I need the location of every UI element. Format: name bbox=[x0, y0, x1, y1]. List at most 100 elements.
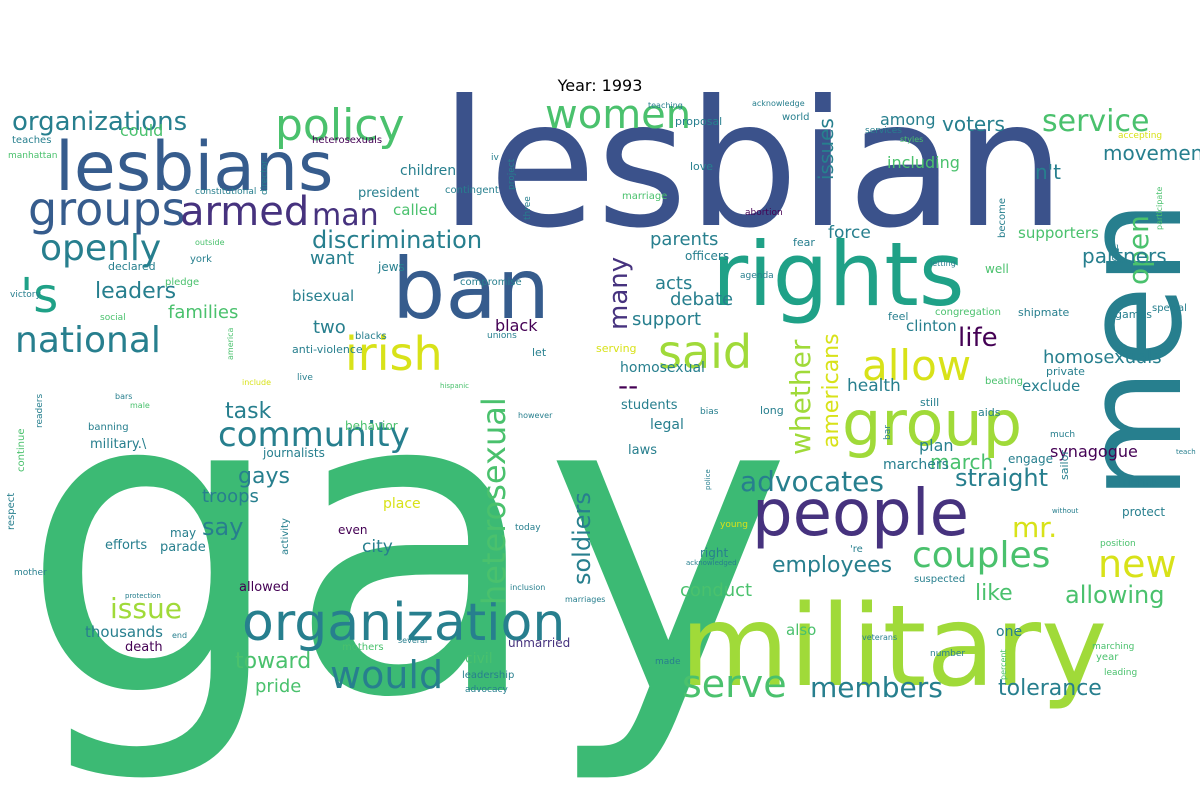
word-people: people bbox=[752, 477, 969, 551]
word-congregation: congregation bbox=[935, 307, 1001, 318]
word-support: support bbox=[632, 309, 701, 330]
word-debate: debate bbox=[670, 289, 733, 310]
word-group: group bbox=[842, 387, 1022, 460]
word-irish: irish bbox=[345, 327, 443, 381]
word-marriage: marriage bbox=[622, 191, 667, 202]
word-project: project bbox=[507, 158, 517, 190]
word-end: end bbox=[172, 631, 187, 640]
word-s: 's bbox=[20, 268, 58, 324]
word-friends: friends bbox=[1118, 475, 1159, 489]
word-services: services bbox=[865, 126, 902, 136]
word-teaching: teaching bbox=[648, 101, 683, 110]
word-march: march bbox=[930, 450, 993, 474]
word-also: also bbox=[786, 621, 816, 639]
word-shipmate: shipmate bbox=[1018, 306, 1070, 319]
word-allow: allow bbox=[862, 341, 971, 390]
word-military: military.\ bbox=[90, 437, 147, 452]
word-two: two bbox=[313, 317, 346, 338]
word-acknowledge: acknowledge bbox=[752, 99, 805, 108]
word-say: say bbox=[202, 513, 243, 541]
word-fear: fear bbox=[793, 236, 815, 249]
word-long: long bbox=[760, 404, 784, 417]
word-couples: couples bbox=[912, 535, 1050, 576]
word-place: place bbox=[383, 496, 421, 512]
word-children: children bbox=[400, 163, 456, 179]
word-feel: feel bbox=[888, 310, 908, 323]
word-laws: laws bbox=[628, 443, 657, 458]
word-manhattan: manhattan bbox=[8, 151, 57, 161]
word-activity: activity bbox=[280, 518, 291, 555]
word-declared: declared bbox=[108, 260, 156, 273]
word-allowed: allowed bbox=[239, 580, 289, 595]
word-members: members bbox=[810, 671, 943, 704]
word-proposal: proposal bbox=[675, 115, 722, 128]
word-teaches: teaches bbox=[12, 135, 51, 146]
word-armed: armed bbox=[180, 189, 309, 235]
word-americans: americans bbox=[819, 333, 844, 448]
word-organizations: organizations bbox=[12, 107, 187, 137]
word-unmarried: unmarried bbox=[508, 636, 570, 650]
word-position: position bbox=[1100, 539, 1136, 549]
word-abortion: abortion bbox=[745, 208, 783, 218]
word-sailor: sailor bbox=[1058, 450, 1071, 480]
word-pride: pride bbox=[255, 676, 301, 697]
word-number: number bbox=[930, 649, 965, 659]
word-would: would bbox=[330, 653, 443, 697]
word-world: world bbox=[782, 112, 810, 123]
word-accepting: accepting bbox=[1118, 131, 1162, 141]
word-include: include bbox=[242, 378, 271, 387]
word-blacks: blacks bbox=[355, 331, 387, 342]
word-acknowledged: acknowledged bbox=[686, 559, 737, 567]
word-heterosexuals: heterosexuals bbox=[312, 135, 382, 146]
word-letting: letting bbox=[930, 259, 956, 268]
word-including: including bbox=[887, 153, 960, 172]
word-york: york bbox=[190, 254, 212, 265]
word-serve: serve bbox=[682, 662, 787, 706]
word-iv: iv bbox=[491, 153, 500, 163]
word-called: called bbox=[393, 201, 438, 219]
word-soldiers: soldiers bbox=[568, 492, 596, 585]
word-bar: bar bbox=[883, 425, 893, 440]
word-marching: marching bbox=[1092, 642, 1134, 652]
word-unions: unions bbox=[487, 331, 517, 341]
word-director: director bbox=[260, 160, 270, 195]
word-participate: participate bbox=[1155, 187, 1164, 230]
word-national: national bbox=[15, 320, 161, 361]
word-anti-violence: anti-violence bbox=[292, 343, 363, 356]
word-voters: voters bbox=[942, 112, 1005, 136]
word-banning: banning bbox=[88, 422, 129, 433]
word-protect: protect bbox=[1122, 505, 1165, 519]
word-without: without bbox=[1052, 507, 1079, 515]
word-outside: outside bbox=[195, 238, 225, 247]
word-readers: readers bbox=[35, 393, 45, 428]
figure-title: Year: 1993 bbox=[557, 76, 643, 95]
word-whether: whether bbox=[784, 339, 817, 455]
word-suspected: suspected bbox=[914, 574, 965, 585]
word-force: force bbox=[828, 223, 871, 243]
word-man: man bbox=[312, 198, 379, 233]
word-victory: victory bbox=[10, 290, 42, 300]
word-love: love bbox=[690, 160, 713, 173]
word-percent: percent bbox=[999, 649, 1008, 680]
word-discrimination: discrimination bbox=[312, 226, 482, 254]
word-women: women bbox=[545, 92, 691, 138]
word-advocates: advocates bbox=[740, 465, 884, 498]
word-leading: leading bbox=[1104, 668, 1137, 678]
word-families: families bbox=[168, 302, 238, 323]
word-rights: rights bbox=[712, 223, 965, 326]
word-behavior: behavior bbox=[345, 419, 398, 433]
word-military: military bbox=[680, 582, 1107, 712]
word-supporters: supporters bbox=[1018, 224, 1099, 242]
word-task: task bbox=[225, 399, 272, 424]
word-agenda: agenda bbox=[740, 271, 774, 281]
word-want: want bbox=[310, 248, 354, 269]
word-let: let bbox=[532, 346, 547, 359]
word-marriages: marriages bbox=[565, 595, 605, 604]
word-one: one bbox=[996, 624, 1022, 640]
word-among: among bbox=[880, 110, 935, 129]
word-respect: respect bbox=[6, 493, 17, 530]
word-life: life bbox=[958, 323, 998, 353]
word-mother: mother bbox=[14, 568, 47, 578]
word-black: black bbox=[495, 316, 538, 335]
word-toward: toward bbox=[235, 649, 311, 674]
